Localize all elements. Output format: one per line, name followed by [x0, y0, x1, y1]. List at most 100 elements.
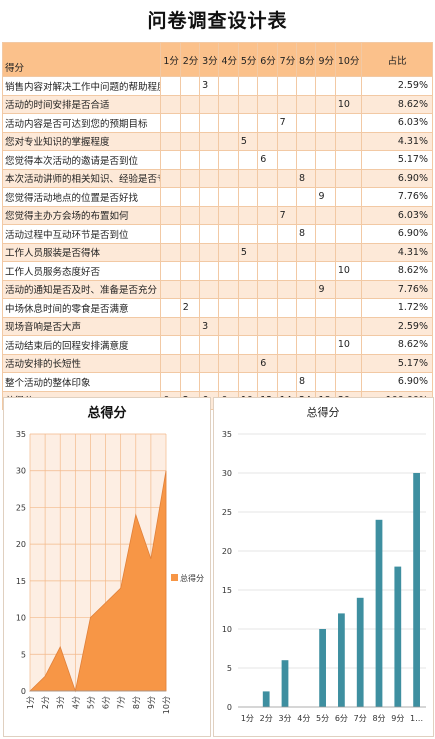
score-cell[interactable]	[334, 298, 363, 318]
score-cell[interactable]	[160, 372, 181, 392]
score-cell[interactable]	[179, 150, 201, 170]
score-cell[interactable]	[237, 187, 259, 207]
score-cell[interactable]: 6	[257, 150, 278, 170]
score-cell[interactable]	[276, 353, 298, 373]
score-cell[interactable]	[315, 298, 336, 318]
score-cell[interactable]: 8	[296, 168, 317, 188]
score-cell[interactable]	[237, 372, 259, 392]
score-cell[interactable]	[237, 76, 259, 96]
score-cell[interactable]	[160, 261, 181, 281]
score-cell[interactable]	[296, 335, 317, 355]
score-cell[interactable]	[237, 113, 259, 133]
score-cell[interactable]	[179, 279, 201, 299]
score-cell[interactable]	[257, 242, 278, 262]
score-cell[interactable]	[257, 261, 278, 281]
score-cell[interactable]	[179, 224, 201, 244]
score-cell[interactable]: 7	[276, 205, 298, 225]
score-cell[interactable]	[179, 242, 201, 262]
score-cell[interactable]	[334, 316, 363, 336]
score-cell[interactable]	[160, 131, 181, 151]
table-row[interactable]: 工作人员服务态度好否 10 8.62%	[1, 261, 433, 281]
score-cell[interactable]	[218, 261, 239, 281]
score-cell[interactable]	[179, 372, 201, 392]
score-cell[interactable]	[334, 131, 363, 151]
score-cell[interactable]	[237, 279, 259, 299]
score-cell[interactable]	[257, 279, 278, 299]
score-cell[interactable]	[160, 335, 181, 355]
score-cell[interactable]: 8	[296, 224, 317, 244]
score-cell[interactable]: 8	[296, 372, 317, 392]
score-cell[interactable]	[276, 187, 298, 207]
score-cell[interactable]	[237, 261, 259, 281]
score-cell[interactable]: 10	[334, 94, 363, 114]
score-cell[interactable]	[257, 372, 278, 392]
score-cell[interactable]	[296, 131, 317, 151]
score-cell[interactable]	[296, 242, 317, 262]
score-cell[interactable]	[257, 298, 278, 318]
score-cell[interactable]	[237, 335, 259, 355]
score-cell[interactable]	[179, 94, 201, 114]
table-row[interactable]: 活动安排的长短性 6 5.17%	[1, 353, 433, 373]
score-cell[interactable]	[276, 261, 298, 281]
score-cell[interactable]	[334, 279, 363, 299]
table-row[interactable]: 您觉得本次活动的邀请是否到位 6 5.17%	[1, 150, 433, 170]
score-cell[interactable]: 2	[179, 298, 201, 318]
score-cell[interactable]	[334, 353, 363, 373]
score-cell[interactable]	[218, 353, 239, 373]
score-cell[interactable]	[199, 224, 220, 244]
score-cell[interactable]: 3	[199, 76, 220, 96]
score-cell[interactable]	[334, 76, 363, 96]
score-cell[interactable]: 9	[315, 187, 336, 207]
score-cell[interactable]	[315, 76, 336, 96]
table-row[interactable]: 现场音响是否大声 3 2.59%	[1, 316, 433, 336]
score-cell[interactable]	[179, 261, 201, 281]
score-cell[interactable]	[160, 242, 181, 262]
score-cell[interactable]	[199, 372, 220, 392]
score-cell[interactable]	[237, 168, 259, 188]
score-cell[interactable]	[257, 316, 278, 336]
score-cell[interactable]	[276, 224, 298, 244]
score-cell[interactable]	[160, 168, 181, 188]
score-cell[interactable]	[199, 94, 220, 114]
score-cell[interactable]: 5	[237, 131, 259, 151]
score-cell[interactable]	[237, 205, 259, 225]
score-cell[interactable]	[160, 187, 181, 207]
score-cell[interactable]	[179, 316, 201, 336]
score-cell[interactable]	[276, 279, 298, 299]
score-cell[interactable]	[237, 224, 259, 244]
score-cell[interactable]	[237, 316, 259, 336]
table-row[interactable]: 活动结束后的回程安排满意度 10 8.62%	[1, 335, 433, 355]
score-cell[interactable]	[334, 205, 363, 225]
score-cell[interactable]	[199, 113, 220, 133]
score-cell[interactable]	[257, 335, 278, 355]
score-cell[interactable]	[179, 168, 201, 188]
score-cell[interactable]	[160, 224, 181, 244]
bar-chart[interactable]: 总得分 0 5 10 15 20 25 30 35 1分 2分 3分 4分 5分 6分 7分 8分 9分 1…	[213, 397, 434, 737]
table-row[interactable]: 您对专业知识的掌握程度 5 4.31%	[1, 131, 433, 151]
score-cell[interactable]	[160, 94, 181, 114]
score-cell[interactable]	[160, 113, 181, 133]
score-cell[interactable]	[315, 224, 336, 244]
score-cell[interactable]	[237, 150, 259, 170]
score-cell[interactable]	[199, 353, 220, 373]
score-cell[interactable]	[218, 224, 239, 244]
score-cell[interactable]: 6	[257, 353, 278, 373]
score-cell[interactable]	[276, 168, 298, 188]
score-cell[interactable]: 9	[315, 279, 336, 299]
score-cell[interactable]	[257, 76, 278, 96]
score-cell[interactable]	[199, 168, 220, 188]
score-cell[interactable]	[179, 113, 201, 133]
score-cell[interactable]	[199, 298, 220, 318]
table-row[interactable]: 您觉得主办方会场的布置如何 7 6.03%	[1, 205, 433, 225]
table-row[interactable]: 活动过程中互动环节是否到位 8 6.90%	[1, 224, 433, 244]
score-cell[interactable]	[237, 298, 259, 318]
score-cell[interactable]	[179, 187, 201, 207]
score-cell[interactable]: 7	[276, 113, 298, 133]
score-cell[interactable]	[296, 261, 317, 281]
score-cell[interactable]	[296, 353, 317, 373]
score-cell[interactable]	[257, 224, 278, 244]
score-cell[interactable]	[257, 168, 278, 188]
score-cell[interactable]	[199, 205, 220, 225]
score-cell[interactable]	[160, 150, 181, 170]
score-cell[interactable]	[257, 187, 278, 207]
